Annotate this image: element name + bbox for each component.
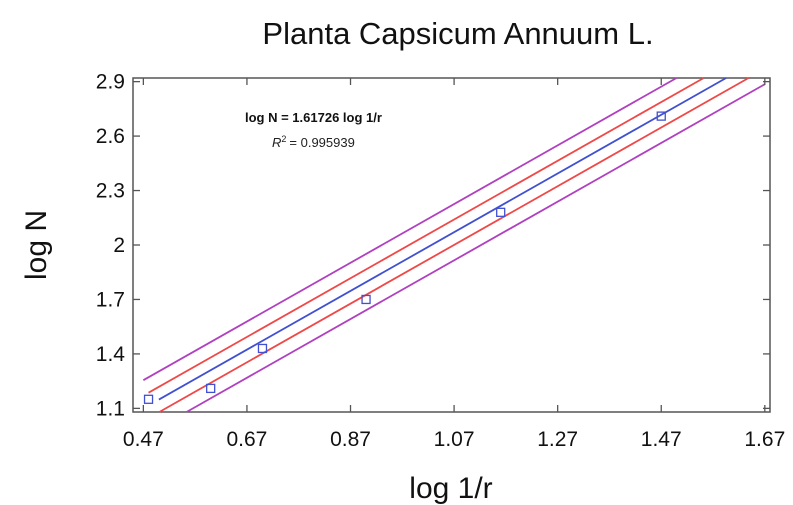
- chart-title: Planta Capsicum Annuum L.: [262, 16, 653, 51]
- x-tick-label: 1.27: [537, 428, 578, 451]
- confidence-band-upper: [148, 77, 705, 394]
- bands-layer: [142, 77, 766, 413]
- y-axis-ticks: 1.1 1.4 1.7 2 2.3 2.6 2.9: [96, 71, 770, 420]
- x-axis-label: log 1/r: [409, 472, 492, 505]
- x-axis-ticks: 0.47 0.67 0.87 1.07 1.27 1.47 1.67: [123, 78, 785, 451]
- r-squared-value: = 0.995939: [289, 135, 354, 150]
- x-tick-label: 1.07: [434, 428, 475, 451]
- plot-area: [132, 77, 771, 413]
- regression-line: [158, 77, 727, 401]
- points-layer: [143, 111, 666, 404]
- data-point: [361, 294, 371, 305]
- y-tick-label: 2: [113, 234, 125, 257]
- prediction-band-lower: [186, 83, 766, 413]
- r-squared-exponent: 2: [281, 134, 286, 144]
- y-tick-label: 1.1: [96, 397, 125, 420]
- data-point: [143, 394, 154, 404]
- confidence-band-lower: [158, 77, 749, 413]
- y-tick-label: 1.4: [96, 343, 126, 366]
- x-tick-label: 1.67: [744, 428, 785, 451]
- prediction-band-upper: [142, 77, 677, 381]
- x-tick-label: 0.87: [330, 428, 371, 451]
- y-axis-label: log N: [20, 210, 53, 280]
- data-point: [496, 207, 506, 217]
- y-tick-label: 1.7: [96, 288, 125, 311]
- fit-layer: [158, 77, 727, 401]
- data-point: [656, 111, 666, 121]
- x-tick-label: 1.47: [641, 428, 682, 451]
- r-squared-annotation: R2 = 0.995939: [272, 134, 355, 150]
- data-point: [257, 343, 268, 354]
- x-tick-label: 0.47: [123, 428, 164, 451]
- y-tick-label: 2.3: [96, 180, 125, 203]
- r-squared-symbol: R: [272, 135, 281, 150]
- data-point: [206, 383, 216, 394]
- y-tick-label: 2.9: [96, 71, 125, 94]
- y-tick-label: 2.6: [96, 125, 125, 148]
- equation-annotation: log N = 1.61726 log 1/r: [245, 110, 382, 125]
- x-tick-label: 0.67: [226, 428, 267, 451]
